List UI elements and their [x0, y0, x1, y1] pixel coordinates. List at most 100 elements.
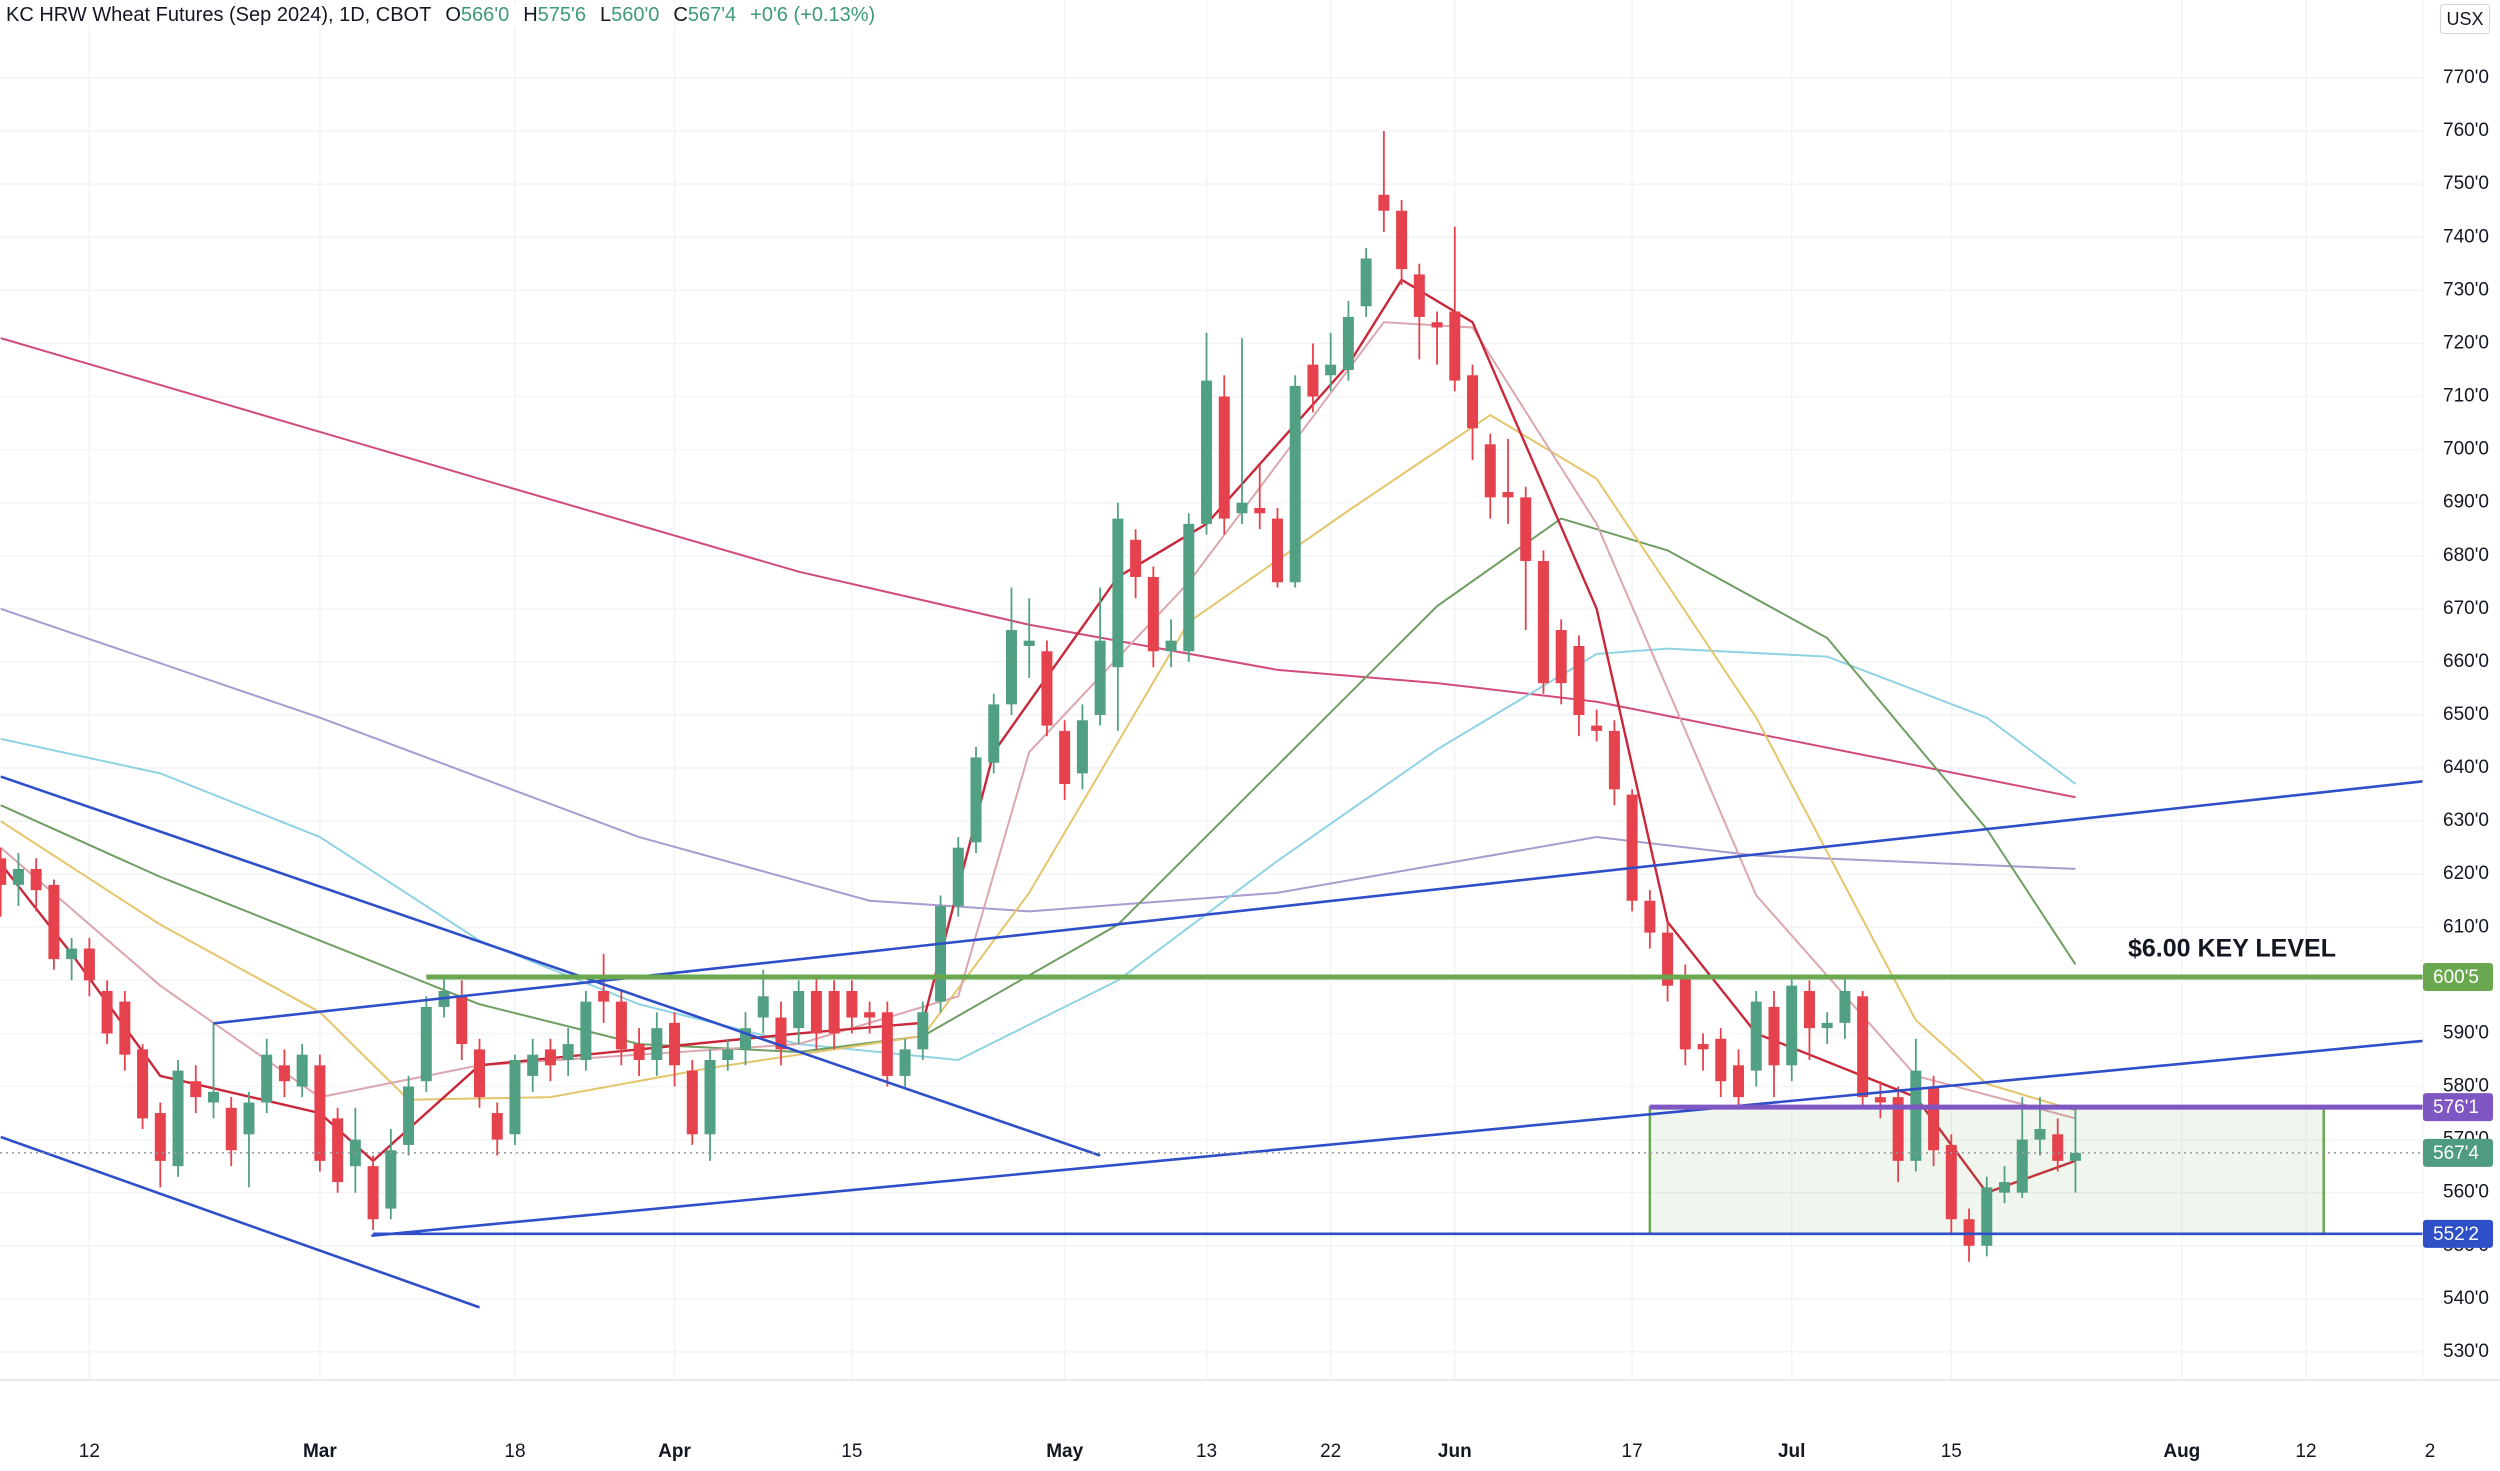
candle-body — [1360, 258, 1372, 307]
candle-body — [686, 1070, 698, 1135]
candle-body — [225, 1107, 237, 1151]
moving-average — [0, 321, 2076, 1120]
candle-body — [83, 948, 95, 981]
ohlc-value: 566'0 — [460, 4, 510, 26]
candle-body — [66, 948, 78, 960]
candle-body — [137, 1049, 149, 1119]
annotation: $6.00 KEY LEVEL — [2128, 935, 2336, 963]
x-tick-label: 2 — [2425, 1441, 2436, 1462]
candle-body — [1307, 364, 1319, 397]
candle-body — [48, 884, 60, 960]
candle-body — [704, 1059, 716, 1135]
candle-body — [12, 868, 24, 885]
candle-body — [1892, 1097, 1904, 1161]
candle-body — [1981, 1187, 1993, 1246]
ohlc-key: L — [599, 4, 612, 26]
candle-body — [757, 996, 769, 1018]
price-label: 567'4 — [2433, 1143, 2479, 1164]
y-tick-label: 560'0 — [2443, 1182, 2489, 1203]
x-tick-label: 12 — [2295, 1441, 2316, 1462]
candle-body — [208, 1091, 220, 1103]
x-tick-label: 13 — [1196, 1441, 1217, 1462]
candle-body — [793, 990, 805, 1029]
candle-body — [473, 1049, 485, 1098]
y-tick-label: 610'0 — [2443, 916, 2489, 937]
candle-body — [1555, 630, 1567, 684]
candle-body — [420, 1006, 432, 1082]
ohlc-key: C — [673, 4, 688, 26]
candle-body — [988, 704, 1000, 763]
candle-body — [314, 1065, 326, 1161]
moving-average — [0, 607, 2076, 913]
candle-body — [2016, 1139, 2028, 1193]
ohlc-key: H — [523, 4, 538, 26]
candle-body — [1626, 794, 1638, 901]
candle-body — [917, 1012, 929, 1050]
change: +0'6 (+0.13%) — [750, 4, 876, 26]
ohlc-field: L560'0 — [600, 4, 659, 27]
candle-body — [633, 1044, 645, 1060]
candle-body — [1467, 375, 1479, 429]
candle-body — [1733, 1065, 1745, 1098]
candle-body — [2052, 1134, 2064, 1161]
y-tick-label: 630'0 — [2443, 810, 2489, 831]
candle-body — [580, 1001, 592, 1060]
candle-body — [1271, 518, 1283, 583]
candle-body — [669, 1022, 681, 1066]
candle-body — [1874, 1097, 1886, 1103]
candle-body — [881, 1012, 893, 1076]
price-label: 552'2 — [2433, 1224, 2479, 1245]
candle-body — [952, 847, 964, 907]
candle-body — [1094, 640, 1106, 715]
candle-body — [1679, 975, 1691, 1050]
x-tick-label: Jun — [1438, 1441, 1472, 1462]
candle-body — [1396, 210, 1408, 270]
candle-body — [1147, 576, 1159, 652]
candle-body — [385, 1150, 397, 1209]
candle-body — [0, 858, 7, 885]
currency-button[interactable]: USX — [2440, 4, 2490, 34]
candle-body — [810, 990, 822, 1034]
y-tick-label: 770'0 — [2443, 67, 2489, 88]
candle-body — [119, 1001, 131, 1055]
candle-body — [1059, 730, 1071, 784]
candle-body — [154, 1113, 166, 1161]
candle-body — [598, 990, 610, 1002]
candle-body — [2034, 1128, 2046, 1140]
moving-average — [0, 278, 2076, 1195]
trendline — [213, 780, 2423, 1025]
candle-body — [1289, 385, 1301, 583]
candle-body — [1537, 561, 1549, 684]
price-label-bg — [2423, 963, 2493, 992]
y-tick-label: 710'0 — [2443, 386, 2489, 407]
y-tick-label: 730'0 — [2443, 279, 2489, 300]
moving-average — [0, 647, 2077, 1062]
y-tick-label: 620'0 — [2443, 863, 2489, 884]
candle-body — [278, 1065, 290, 1082]
candle-body — [1857, 996, 1869, 1098]
symbol-title: KC HRW Wheat Futures (Sep 2024), 1D, CBO… — [6, 4, 432, 26]
ohlc-field: C567'4 — [673, 4, 736, 27]
candle-body — [544, 1049, 556, 1066]
candle-body — [403, 1086, 415, 1145]
candle-body — [1999, 1182, 2011, 1193]
candle-body — [1945, 1144, 1957, 1220]
candle-body — [2069, 1152, 2081, 1161]
candle-body — [1803, 990, 1815, 1029]
candle-body — [491, 1113, 503, 1140]
candle-body — [1715, 1038, 1727, 1082]
price-label-bg — [2423, 1219, 2493, 1248]
candle-body — [1413, 274, 1425, 317]
y-tick-label: 680'0 — [2443, 545, 2489, 566]
price-label: 576'1 — [2433, 1097, 2479, 1118]
candle-body — [527, 1054, 539, 1076]
x-tick-label: Jul — [1778, 1441, 1805, 1462]
ohlc-key: O — [445, 4, 461, 26]
moving-average — [0, 337, 2076, 799]
candle-body — [562, 1044, 574, 1060]
candle-body — [456, 996, 468, 1045]
candle-body — [1662, 932, 1674, 986]
candle-body — [828, 990, 840, 1034]
